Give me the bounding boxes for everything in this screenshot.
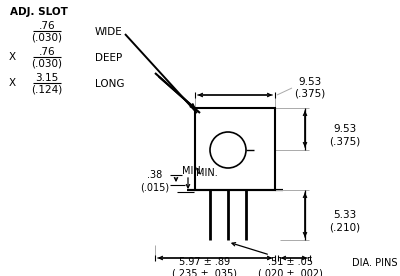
Text: .38: .38: [147, 170, 163, 180]
Text: LONG: LONG: [95, 79, 124, 89]
Text: .76: .76: [39, 21, 55, 31]
Text: ADJ. SLOT: ADJ. SLOT: [10, 7, 68, 17]
Circle shape: [210, 132, 246, 168]
Bar: [195, 108, 275, 190]
Text: (.124): (.124): [31, 84, 63, 94]
Text: (.210): (.210): [330, 222, 360, 232]
Text: (.020 ± .002): (.020 ± .002): [258, 268, 322, 276]
Text: DIA. PINS: DIA. PINS: [352, 258, 398, 268]
Text: X: X: [8, 52, 16, 62]
Text: 9.53: 9.53: [298, 77, 322, 87]
Text: (.375): (.375): [329, 136, 361, 146]
Text: (.375): (.375): [294, 89, 326, 99]
Text: (.030): (.030): [32, 58, 62, 68]
Text: MIN.: MIN.: [196, 168, 218, 178]
Text: 3.15: 3.15: [35, 73, 59, 83]
Text: 9.53: 9.53: [333, 124, 357, 134]
Text: .76: .76: [39, 47, 55, 57]
Text: X: X: [8, 78, 16, 88]
Text: MIN.: MIN.: [182, 166, 204, 176]
Text: (.235 ± .035): (.235 ± .035): [172, 268, 238, 276]
Text: WIDE: WIDE: [95, 27, 123, 37]
Text: DEEP: DEEP: [95, 53, 122, 63]
Text: 5.33: 5.33: [333, 210, 357, 220]
Text: (.030): (.030): [32, 32, 62, 42]
Text: (.015): (.015): [140, 182, 170, 192]
Text: 5.97 ± .89: 5.97 ± .89: [180, 257, 230, 267]
Text: .51 ± .05: .51 ± .05: [268, 257, 312, 267]
